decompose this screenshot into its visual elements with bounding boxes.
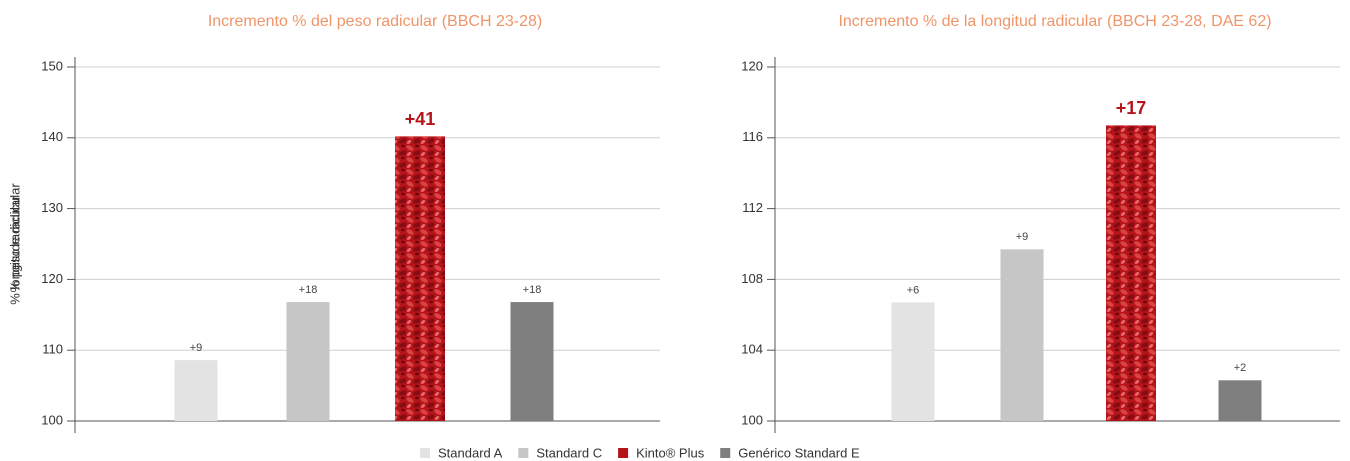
y-tick-label: 110 [42,342,63,357]
y-tick-label: 112 [742,200,763,215]
legend-label: Genérico Standard E [738,445,860,460]
value-annotation: +17 [1116,98,1147,118]
y-tick-label: 130 [41,200,63,215]
bar [891,302,935,421]
y-axis-label: % peso radicular [7,195,22,292]
y-tick-label: 116 [742,129,763,144]
y-tick-label: 120 [41,271,63,286]
value-annotation: +18 [523,284,542,296]
legend-label: Kinto® Plus [636,445,705,460]
value-annotation: +2 [1234,362,1247,374]
y-tick-label: 150 [41,58,63,73]
bar [286,302,330,421]
y-tick-label: 104 [741,342,763,357]
y-tick-label: 140 [41,129,63,144]
legend-swatch [720,448,731,458]
value-annotation: +18 [299,284,318,296]
y-tick-label: 120 [741,58,763,73]
y-tick-label: 100 [741,412,763,427]
bar [174,360,218,421]
chart-title: Incremento % de la longitud radicular (B… [838,13,1271,30]
value-annotation: +9 [1016,231,1029,243]
value-annotation: +41 [405,109,436,129]
legend-swatch [420,448,430,458]
y-tick-label: 100 [41,412,63,427]
value-annotation: +6 [907,284,920,296]
legend-swatch [618,448,629,458]
legend-label: Standard C [536,445,602,460]
bar [510,302,554,421]
bar [1218,380,1262,421]
legend-swatch [518,448,529,458]
bar-texture [1106,125,1156,421]
value-annotation: +9 [190,342,203,354]
bar [1000,249,1044,421]
chart-title: Incremento % del peso radicular (BBCH 23… [208,13,542,30]
y-tick-label: 108 [741,271,763,286]
y-axis-label: % longitude radicular [7,183,22,305]
legend-label: Standard A [438,445,503,460]
bar-texture [395,136,445,421]
